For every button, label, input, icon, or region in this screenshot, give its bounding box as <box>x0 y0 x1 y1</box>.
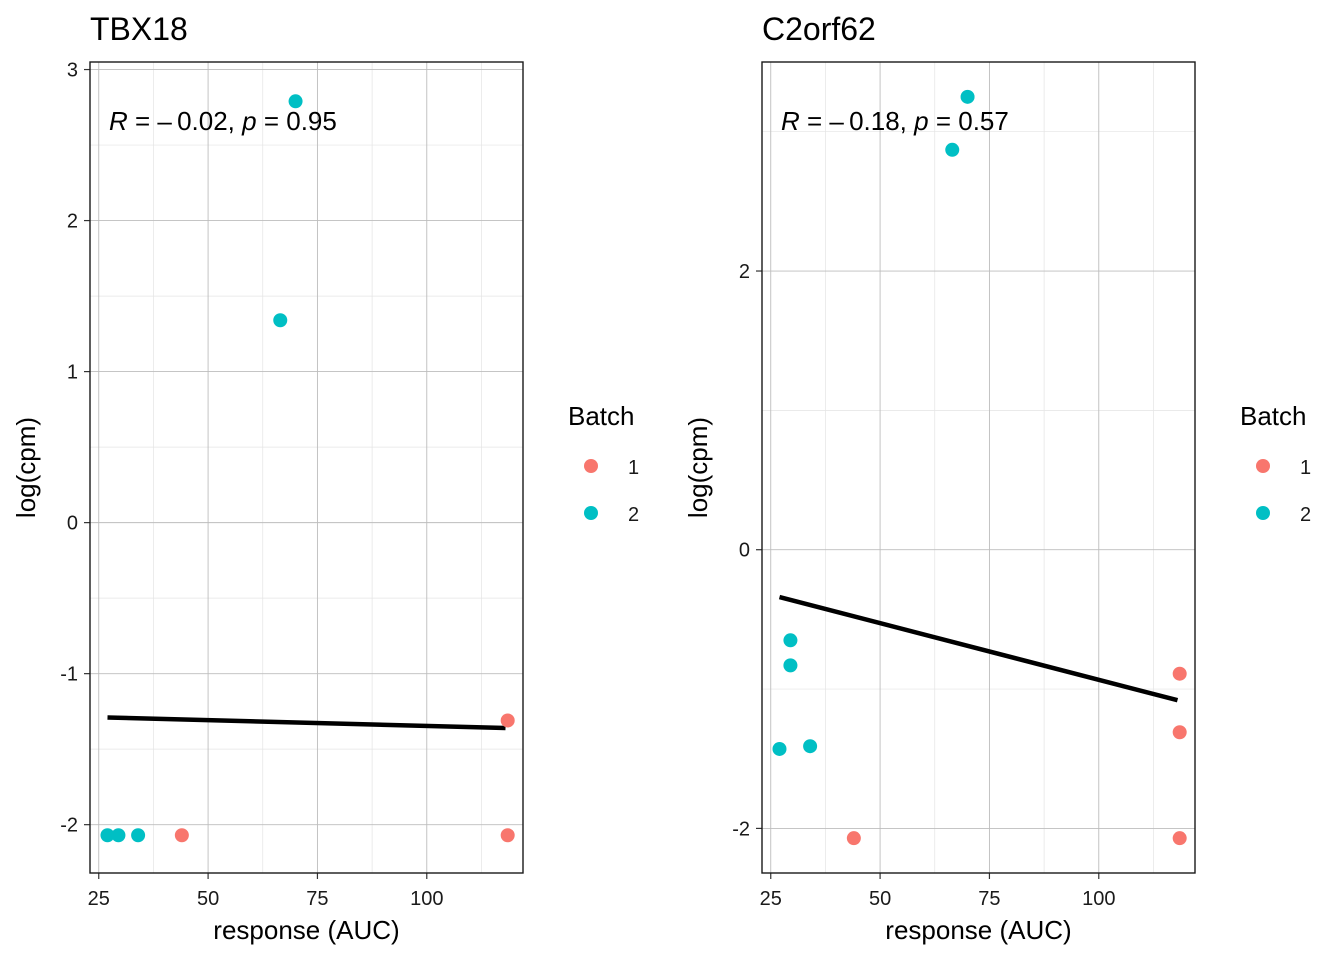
data-point-batch-2 <box>783 658 798 673</box>
panel-border <box>761 61 1196 874</box>
y-tick-label: -2 <box>60 815 78 837</box>
legend-label-batch-1: 1 <box>628 457 639 479</box>
legend-title: Batch <box>568 401 635 431</box>
regression-line <box>778 594 1179 703</box>
r-symbol: R <box>781 106 800 136</box>
data-point-batch-2 <box>100 828 115 843</box>
legend-label-batch-2: 2 <box>1300 504 1311 526</box>
legend-title: Batch <box>1240 401 1307 431</box>
legend-label-batch-2: 2 <box>628 504 639 526</box>
x-tick-label: 100 <box>1082 888 1115 910</box>
data-point-batch-2 <box>131 828 146 843</box>
r-value: = – 0.02, <box>128 106 242 136</box>
data-point-batch-2 <box>783 633 798 648</box>
legend-key-batch-1 <box>1256 459 1270 473</box>
r-symbol: R <box>109 106 128 136</box>
data-point-batch-2 <box>960 89 975 104</box>
x-tick-label: 50 <box>869 888 891 910</box>
y-tick-label: 2 <box>739 261 750 283</box>
data-point-batch-2 <box>111 828 126 843</box>
legend: Batch 1 2 <box>568 401 639 526</box>
regression-line <box>107 715 506 731</box>
data-point-batch-1 <box>174 828 189 843</box>
r-value: = – 0.18, <box>800 106 914 136</box>
y-axis-title: log(cpm) <box>683 417 713 518</box>
x-tick-label: 100 <box>410 888 443 910</box>
correlation-annotation: R = – 0.02, p = 0.95 <box>109 106 337 136</box>
y-tick-label: 3 <box>67 60 78 82</box>
y-tick-label: -2 <box>732 818 750 840</box>
data-point-batch-1 <box>500 828 515 843</box>
x-tick-label: 25 <box>760 888 782 910</box>
data-point-batch-2 <box>273 313 288 328</box>
data-point-batch-2 <box>288 94 303 109</box>
data-point-batch-1 <box>500 713 515 728</box>
y-axis-title: log(cpm) <box>11 417 41 518</box>
x-axis-title: response (AUC) <box>885 915 1071 945</box>
p-symbol: p <box>913 106 928 136</box>
data-point-batch-1 <box>1172 725 1187 740</box>
legend-key-batch-2 <box>1256 506 1270 520</box>
data-point-batch-2 <box>803 739 818 754</box>
panel-border <box>89 61 524 874</box>
p-value: = 0.57 <box>929 106 1009 136</box>
legend: Batch 1 2 <box>1240 401 1311 526</box>
data-point-batch-1 <box>1172 831 1187 846</box>
correlation-annotation: R = – 0.18, p = 0.57 <box>781 106 1009 136</box>
y-tick-label: 0 <box>739 540 750 562</box>
p-symbol: p <box>241 106 256 136</box>
y-tick-label: -1 <box>60 664 78 686</box>
data-point-batch-1 <box>1172 666 1187 681</box>
x-tick-label: 25 <box>88 888 110 910</box>
panel-title: TBX18 <box>90 11 188 47</box>
panel-title: C2orf62 <box>762 11 876 47</box>
y-tick-label: 1 <box>67 362 78 384</box>
legend-label-batch-1: 1 <box>1300 457 1311 479</box>
data-point-batch-2 <box>772 741 787 756</box>
y-tick-label: 2 <box>67 211 78 233</box>
panel-2: 25 50 75 100 -2 0 2 R = – 0.18, p = 0.57 C2orf62… <box>683 11 1311 945</box>
legend-key-batch-1 <box>584 459 598 473</box>
legend-key-batch-2 <box>584 506 598 520</box>
panel-1: 25 50 75 100 -2 -1 0 1 2 3 R = – 0.02, p = 0.95 TBX… <box>11 11 639 945</box>
x-tick-label: 75 <box>306 888 328 910</box>
data-point-batch-1 <box>846 831 861 846</box>
x-axis-title: response (AUC) <box>213 915 399 945</box>
x-tick-label: 75 <box>978 888 1000 910</box>
p-value: = 0.95 <box>257 106 337 136</box>
y-tick-label: 0 <box>67 513 78 535</box>
data-point-batch-2 <box>945 142 960 157</box>
x-tick-label: 50 <box>197 888 219 910</box>
